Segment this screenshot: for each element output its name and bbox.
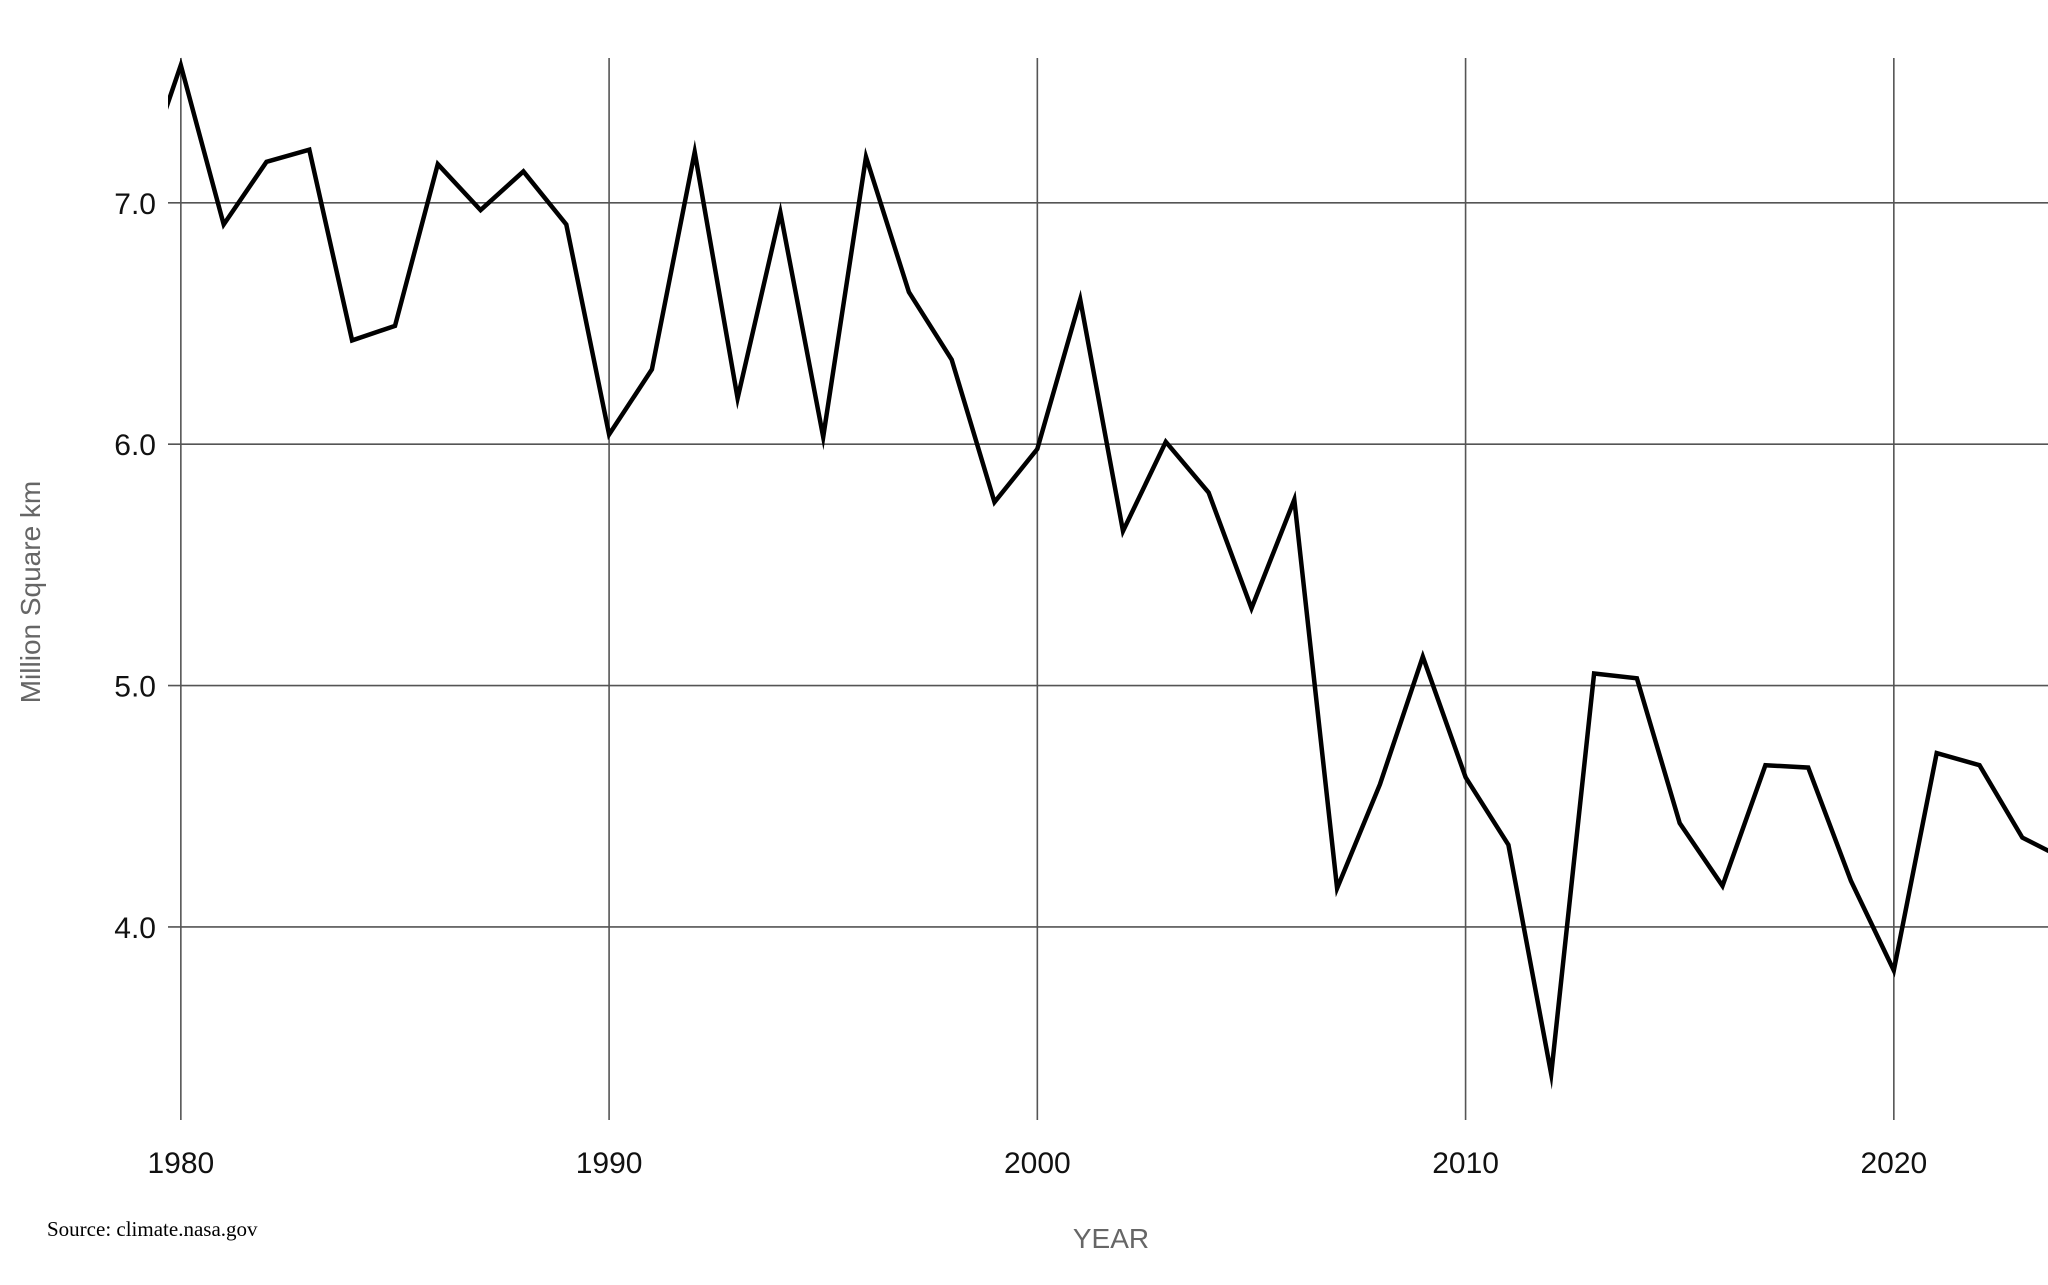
y-axis-title: Million Square km — [15, 481, 46, 704]
source-note: Source: climate.nasa.gov — [47, 1217, 258, 1241]
series-layer — [168, 57, 2048, 1090]
x-tick-label: 2020 — [1860, 1147, 1927, 1180]
y-tick-label: 6.0 — [114, 429, 156, 462]
y-tick-label: 4.0 — [114, 912, 156, 945]
series-line — [168, 57, 2048, 1090]
x-tick-label: 2000 — [1004, 1147, 1071, 1180]
x-tick-label: 2010 — [1432, 1147, 1499, 1180]
grid — [168, 58, 2048, 1120]
x-tick-label: 1990 — [576, 1147, 643, 1180]
x-tick-label: 1980 — [147, 1147, 214, 1180]
x-axis-ticks: 1980 1990 2000 2010 2020 — [147, 1147, 1927, 1180]
y-axis-ticks: 4.0 5.0 6.0 7.0 — [114, 188, 156, 945]
y-tick-label: 7.0 — [114, 188, 156, 221]
x-axis-title: YEAR — [1073, 1223, 1149, 1254]
y-tick-label: 5.0 — [114, 671, 156, 704]
